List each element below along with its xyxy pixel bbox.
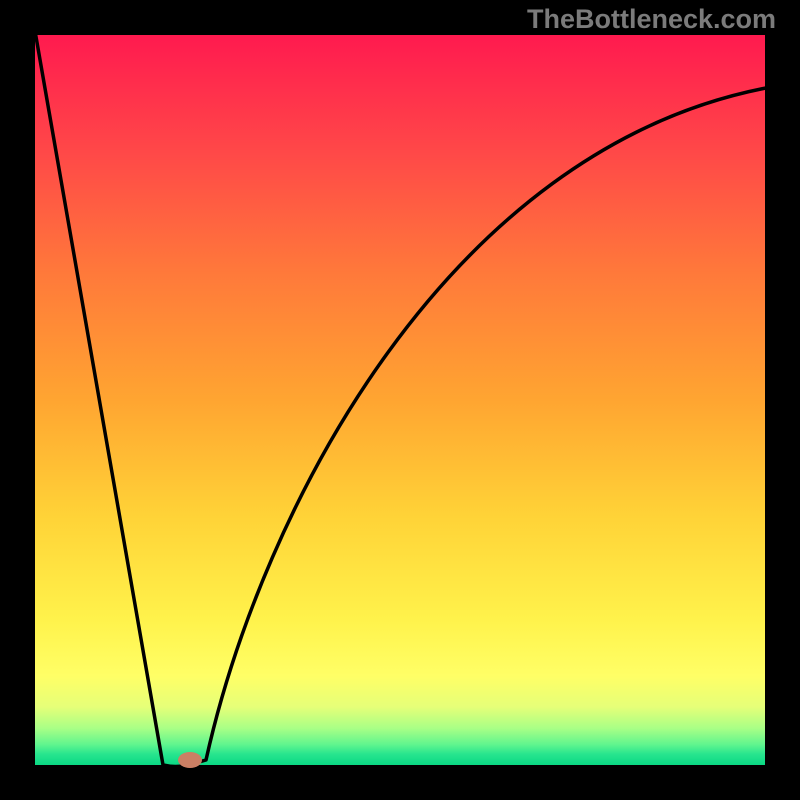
optimal-point-marker bbox=[178, 752, 202, 768]
watermark-text: TheBottleneck.com bbox=[527, 4, 776, 35]
chart-frame: TheBottleneck.com bbox=[0, 0, 800, 800]
bottleneck-curve bbox=[0, 0, 800, 800]
